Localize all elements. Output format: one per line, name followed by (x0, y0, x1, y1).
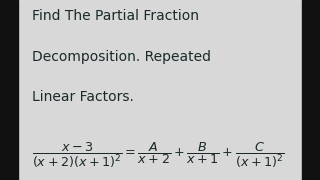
Text: Linear Factors.: Linear Factors. (32, 90, 134, 104)
Text: Find The Partial Fraction: Find The Partial Fraction (32, 9, 199, 23)
Text: Decomposition. Repeated: Decomposition. Repeated (32, 50, 211, 64)
Text: $\dfrac{x-3}{(x+2)(x+1)^2} = \dfrac{A}{x+2} + \dfrac{B}{x+1} + \dfrac{C}{(x+1)^2: $\dfrac{x-3}{(x+2)(x+1)^2} = \dfrac{A}{x… (32, 140, 284, 170)
